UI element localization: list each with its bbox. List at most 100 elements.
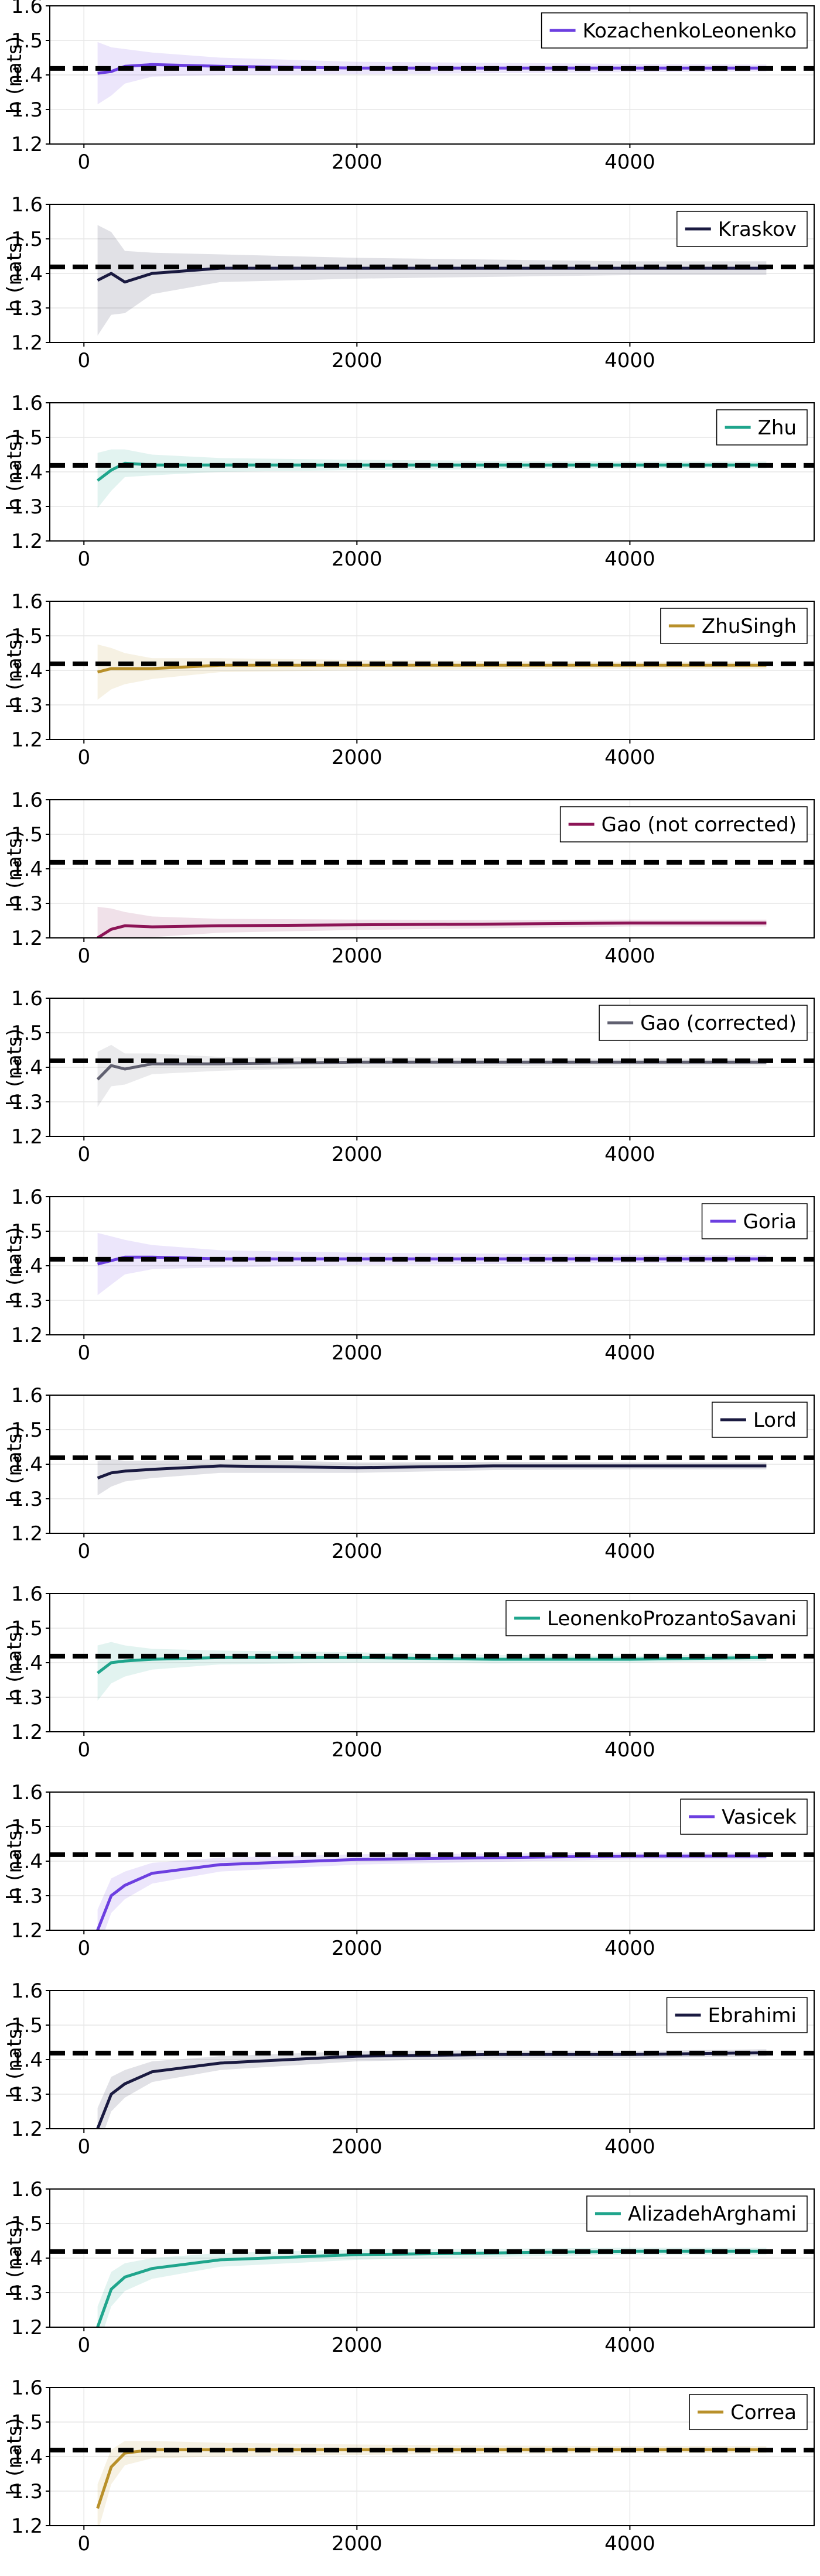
y-tick-label: 1.2 [11,530,43,553]
x-tick-label: 2000 [332,2135,382,2159]
confidence-band [97,906,767,938]
y-tick-label: 1.5 [11,1220,43,1244]
y-axis-label: h (nats) [3,632,26,709]
plot-content [50,1044,814,1107]
x-tick-label: 2000 [332,1143,382,1166]
y-axis-label: h (nats) [3,1227,26,1304]
legend: Goria [701,1203,808,1239]
y-tick-label: 1.2 [11,133,43,156]
x-tick-label: 2000 [332,349,382,372]
y-tick-label: 1.5 [11,1617,43,1640]
y-tick-label: 1.4 [11,461,43,484]
x-tick-label: 0 [77,547,90,571]
y-axis-label: h (nats) [3,433,26,511]
y-tick-label: 1.3 [11,2083,43,2106]
y-axis-label: h (nats) [3,235,26,312]
y-tick-label: 1.2 [11,1125,43,1149]
plot-content [50,449,814,508]
legend-box [541,12,808,49]
x-tick-label: 4000 [604,746,655,769]
confidence-band [97,42,767,105]
y-tick-label: 1.2 [11,927,43,950]
plot-content [50,644,814,700]
legend: Kraskov [676,211,808,247]
plot-content [50,2049,814,2129]
legend: Gao (not corrected) [559,806,808,842]
x-tick-label: 4000 [604,1738,655,1762]
chart-panel-4: 1.2 1.3 1.4 1.5 1.6 0 2000 4000 h (nats) Gao (not… [3,789,815,968]
y-tick-label: 1.3 [11,98,43,122]
legend: Lord [712,1402,808,1438]
y-tick-label: 1.4 [11,2445,43,2469]
y-tick-label: 1.6 [11,789,43,812]
x-tick-label: 2000 [332,1738,382,1762]
x-tick-label: 0 [77,2334,90,2357]
y-axis-label: h (nats) [3,2418,26,2495]
chart-panel-2: 1.2 1.3 1.4 1.5 1.6 0 2000 4000 h (nats) Zhu [3,392,815,571]
legend-label: ZhuSingh [702,615,797,638]
plot-content [50,42,814,105]
series-line [97,922,767,938]
y-tick-label: 1.5 [11,823,43,847]
chart-panel-1: 1.2 1.3 1.4 1.5 1.6 0 2000 4000 h (nats) Kraskov [3,193,815,372]
y-tick-label: 1.5 [11,625,43,648]
y-tick-label: 1.3 [11,2480,43,2503]
y-axis-label: h (nats) [3,2021,26,2098]
legend-box [559,806,808,842]
x-tick-label: 2000 [332,2334,382,2357]
y-tick-label: 1.4 [11,1652,43,1675]
x-tick-label: 0 [77,1738,90,1762]
y-tick-label: 1.2 [11,2515,43,2538]
legend: LeonenkoProzantoSavani [505,1600,808,1636]
legend: AlizadehArghami [586,2195,808,2232]
y-tick-label: 1.6 [11,1582,43,1606]
legend: ZhuSingh [660,608,808,644]
legend-label: Correa [730,2401,797,2424]
y-tick-label: 1.4 [11,262,43,286]
legend-label: Kraskov [718,218,797,241]
x-tick-label: 4000 [604,2334,655,2357]
x-tick-label: 2000 [332,547,382,571]
x-tick-label: 2000 [332,746,382,769]
y-tick-label: 1.2 [11,1324,43,1347]
plot-content [50,1232,814,1296]
y-tick-label: 1.3 [11,694,43,717]
x-tick-label: 2000 [332,944,382,968]
x-tick-label: 4000 [604,349,655,372]
legend-label: Vasicek [722,1806,797,1829]
y-tick-label: 1.2 [11,728,43,752]
y-tick-label: 1.5 [11,29,43,53]
y-axis-label: h (nats) [3,2219,26,2297]
y-axis-label: h (nats) [3,1029,26,1106]
legend: Correa [689,2394,808,2430]
y-tick-label: 1.3 [11,1289,43,1313]
y-tick-label: 1.4 [11,1850,43,1873]
y-tick-label: 1.6 [11,1384,43,1407]
x-tick-label: 4000 [604,1143,655,1166]
chart-panel-6: 1.2 1.3 1.4 1.5 1.6 0 2000 4000 h (nats) Goria [3,1186,815,1365]
y-tick-label: 1.5 [11,2411,43,2434]
y-axis-label: h (nats) [3,1823,26,1900]
y-tick-label: 1.3 [11,1488,43,1511]
y-tick-label: 1.3 [11,1091,43,1114]
y-tick-label: 1.3 [11,1885,43,1908]
y-tick-label: 1.4 [11,64,43,87]
confidence-band [97,1459,767,1496]
x-tick-label: 0 [77,2135,90,2159]
legend-label: LeonenkoProzantoSavani [547,1607,797,1630]
confidence-band [97,225,767,336]
chart-panel-5: 1.2 1.3 1.4 1.5 1.6 0 2000 4000 h (nats) Gao (cor… [3,987,815,1166]
x-tick-label: 0 [77,349,90,372]
chart-panel-8: 1.2 1.3 1.4 1.5 1.6 0 2000 4000 h (nats) Leonenko… [3,1582,815,1762]
y-tick-label: 1.4 [11,1255,43,1278]
y-tick-label: 1.6 [11,0,43,18]
plot-content [50,1642,814,1701]
x-tick-label: 0 [77,944,90,968]
x-tick-label: 0 [77,1937,90,1960]
y-tick-label: 1.3 [11,892,43,916]
legend-label: Gao (corrected) [640,1012,797,1035]
y-tick-label: 1.4 [11,659,43,683]
chart-panel-7: 1.2 1.3 1.4 1.5 1.6 0 2000 4000 h (nats) Lord [3,1384,815,1563]
y-tick-label: 1.6 [11,193,43,217]
